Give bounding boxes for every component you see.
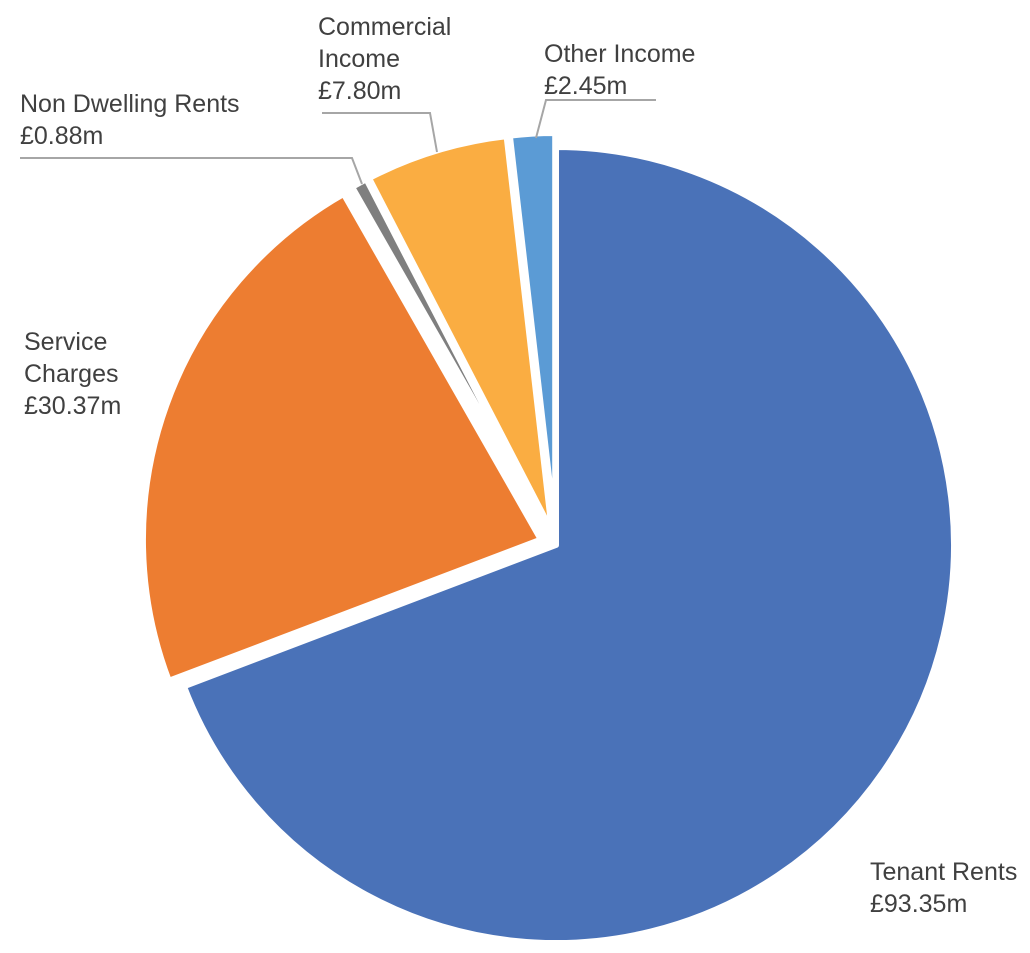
data-label-non-dwelling-rents: Non Dwelling Rents £0.88m bbox=[20, 90, 240, 150]
label-name-line: Other Income bbox=[544, 40, 695, 68]
leader-lines-layer bbox=[20, 99, 656, 185]
label-value: £7.80m bbox=[318, 77, 401, 105]
label-value: £93.35m bbox=[870, 890, 967, 918]
label-name-line: Service bbox=[24, 328, 107, 356]
leader-line-commercial-income bbox=[322, 112, 438, 153]
data-label-commercial-income: Commercial Income £7.80m bbox=[318, 13, 451, 105]
pie-slice-tenant-rents bbox=[180, 144, 957, 946]
label-name-line: Commercial bbox=[318, 13, 451, 41]
pie-slice-other-income bbox=[506, 130, 559, 535]
slices-layer bbox=[139, 130, 957, 946]
label-name-line: Charges bbox=[24, 360, 119, 388]
data-label-service-charges: Service Charges £30.37m bbox=[24, 328, 121, 420]
leader-line-non-dwelling-rents bbox=[20, 157, 363, 185]
labels-layer: Tenant Rents £93.35m Service Charges £30.37m… bbox=[20, 13, 1017, 918]
label-value: £2.45m bbox=[544, 72, 627, 100]
data-label-other-income: Other Income £2.45m bbox=[544, 40, 695, 100]
label-value: £0.88m bbox=[20, 122, 103, 150]
label-value: £30.37m bbox=[24, 392, 121, 420]
label-name-line: Tenant Rents bbox=[870, 858, 1017, 886]
data-label-tenant-rents: Tenant Rents £93.35m bbox=[870, 858, 1017, 918]
label-name-line: Income bbox=[318, 45, 400, 73]
leader-line-other-income bbox=[535, 99, 656, 139]
pie-slice-service-charges bbox=[139, 190, 544, 684]
label-name-line: Non Dwelling Rents bbox=[20, 90, 240, 118]
